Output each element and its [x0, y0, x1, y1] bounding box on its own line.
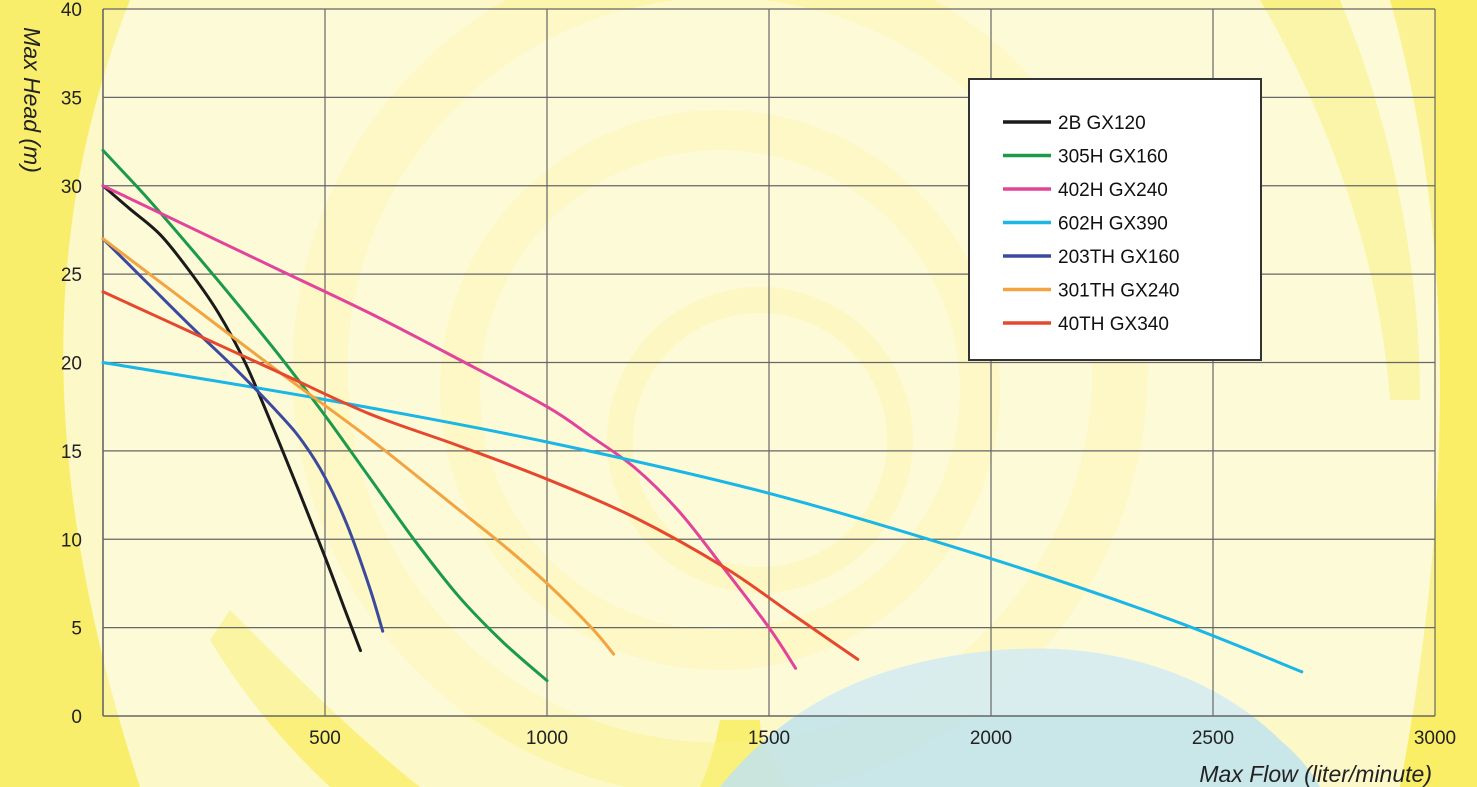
x-tick-label: 2500: [1192, 728, 1234, 749]
x-tick-label: 500: [309, 728, 341, 749]
legend-entry: 203TH GX160: [1058, 247, 1179, 268]
swirl-bottom-left-band: [210, 610, 420, 787]
series-line-2b-gx120: [101, 184, 362, 653]
y-tick-label: 25: [61, 265, 82, 286]
legend-entry: 40TH GX340: [1058, 314, 1169, 335]
water-splash: [720, 648, 1320, 787]
swirl-right-band: [1390, 0, 1477, 787]
series-line-602h-gx390: [101, 361, 1304, 674]
x-tick-label: 1500: [748, 728, 790, 749]
series-line-402h-gx240: [101, 184, 798, 670]
swirl-ring-inner: [607, 287, 913, 593]
swirl-left-band: [0, 0, 140, 787]
legend-entry: 301TH GX240: [1058, 281, 1179, 302]
series-line-305h-gx160: [101, 148, 549, 683]
legend-box: [968, 78, 1262, 361]
y-tick-label: 15: [61, 442, 82, 463]
y-tick-label: 5: [71, 619, 82, 640]
y-tick-label: 35: [61, 88, 82, 109]
swirl-ring-middle: [440, 110, 1000, 670]
series-line-301th-gx240: [101, 237, 616, 656]
x-tick-label: 1000: [526, 728, 568, 749]
y-axis-label: Max Head (m): [19, 27, 45, 173]
series-line-203th-gx160: [101, 237, 385, 633]
x-tick-label: 2000: [970, 728, 1012, 749]
legend-entry: 305H GX160: [1058, 147, 1168, 168]
legend: 2B GX120 305H GX160 402H GX240 602H GX390 20…: [968, 78, 1262, 361]
y-tick-label: 30: [61, 177, 82, 198]
series-lines: [101, 148, 1304, 683]
swirl-ring-outer: [292, 0, 1148, 787]
series-line-40th-gx340: [101, 290, 860, 661]
x-tick-label: 3000: [1414, 728, 1456, 749]
x-axis-label: Max Flow (liter/minute): [1199, 761, 1432, 787]
y-tick-label: 10: [61, 530, 82, 551]
tick-labels: 0 5 10 15 20 25 30 35 40 500 1000 1500 2000 2500 3000: [61, 0, 1456, 749]
legend-entry: 2B GX120: [1058, 113, 1146, 134]
y-tick-label: 40: [61, 0, 82, 21]
y-tick-label: 0: [71, 707, 82, 728]
swirl-top-right-band: [1260, 0, 1420, 400]
y-tick-label: 20: [61, 354, 82, 375]
legend-entry: 602H GX390: [1058, 214, 1168, 235]
legend-entry: 402H GX240: [1058, 180, 1168, 201]
